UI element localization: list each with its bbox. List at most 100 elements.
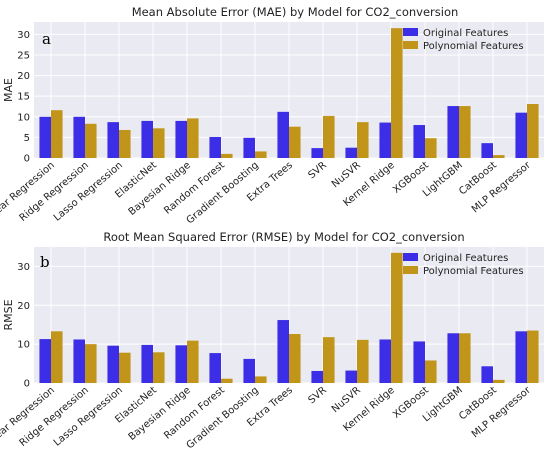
rmse-bar-polynomial (459, 333, 471, 383)
rmse-bar-polynomial (153, 352, 165, 383)
mae-bar-polynomial (51, 110, 63, 158)
rmse-bar-polynomial (187, 340, 199, 383)
rmse-y-axis-label: RMSE (2, 299, 15, 330)
mae-x-tick-label: MLP Regressor (470, 159, 534, 215)
mae-legend-swatch (403, 41, 418, 49)
mae-bar-original (209, 136, 221, 158)
mae-chart-title: Mean Absolute Error (MAE) by Model for C… (132, 5, 459, 19)
rmse-legend-label: Polynomial Features (423, 266, 524, 277)
rmse-legend-label: Original Features (423, 253, 508, 264)
mae-y-tick-label: 30 (17, 30, 30, 41)
mae-y-tick-label: 15 (17, 92, 30, 103)
mae-bar-original (39, 116, 51, 158)
rmse-bar-original (73, 339, 85, 383)
rmse-bar-original (243, 358, 255, 383)
rmse-x-tick-label: MLP Regressor (470, 384, 534, 440)
mae-y-axis-label: MAE (2, 78, 15, 102)
rmse-legend-swatch (403, 253, 418, 261)
rmse-bar-polynomial (425, 360, 437, 383)
rmse-bar-polynomial (527, 330, 539, 383)
mae-y-tick-label: 25 (17, 50, 30, 61)
rmse-bar-original (413, 341, 425, 383)
rmse-chart-title: Root Mean Squared Error (RMSE) by Model … (103, 230, 464, 244)
rmse-bar-polynomial (221, 378, 233, 383)
mae-bar-polynomial (153, 128, 165, 158)
rmse-bars (39, 252, 539, 383)
mae-bar-polynomial (323, 115, 335, 158)
mae-bar-original (175, 120, 187, 158)
mae-legend-swatch (403, 28, 418, 36)
rmse-chart: Root Mean Squared Error (RMSE) by Model … (0, 230, 544, 451)
rmse-bar-original (39, 339, 51, 383)
mae-y-tick-label: 5 (24, 133, 30, 144)
rmse-bar-polynomial (255, 376, 267, 383)
mae-bar-original (311, 148, 323, 158)
rmse-y-tick-label: 10 (17, 340, 30, 351)
rmse-bar-polynomial (51, 331, 63, 383)
rmse-bar-original (447, 333, 459, 383)
rmse-bar-polynomial (119, 352, 131, 383)
mae-y-tick-label: 20 (17, 71, 30, 82)
mae-x-tick-label: SVR (306, 160, 329, 181)
mae-panel-label: a (42, 30, 51, 48)
mae-bar-original (413, 125, 425, 158)
mae-bar-original (107, 122, 119, 158)
rmse-x-tick-label: Random Forest (162, 385, 227, 442)
rmse-bar-original (277, 320, 289, 383)
rmse-y-ticks: 0 10 20 30 (17, 262, 30, 390)
mae-bar-original (379, 122, 391, 158)
mae-bar-original (141, 120, 153, 158)
mae-bar-polynomial (187, 118, 199, 158)
rmse-bar-original (515, 331, 527, 383)
mae-legend-label: Original Features (423, 28, 508, 39)
rmse-bar-original (379, 339, 391, 383)
rmse-bar-polynomial (85, 344, 97, 383)
mae-bars (39, 28, 539, 158)
rmse-x-tick-label: Bayesian Ridge (127, 385, 193, 443)
mae-bar-polynomial (527, 104, 539, 158)
mae-bar-original (243, 137, 255, 158)
rmse-legend-swatch (403, 266, 418, 274)
mae-bar-polynomial (221, 153, 233, 158)
rmse-bar-polynomial (391, 252, 403, 383)
rmse-bar-original (311, 370, 323, 383)
rmse-bar-original (107, 345, 119, 383)
mae-bar-polynomial (459, 106, 471, 158)
rmse-bar-original (345, 370, 357, 383)
mae-y-ticks: 0 5 10 15 20 25 30 (17, 30, 30, 165)
mae-bar-original (447, 106, 459, 158)
rmse-x-tick-label: SVR (306, 385, 329, 406)
rmse-bar-polynomial (323, 337, 335, 383)
mae-x-tick-label: Bayesian Ridge (127, 160, 193, 218)
rmse-panel-label: b (40, 253, 50, 271)
rmse-y-tick-label: 30 (17, 262, 30, 273)
mae-y-tick-label: 10 (17, 112, 30, 123)
mae-bar-polynomial (119, 129, 131, 158)
mae-bar-original (481, 143, 493, 158)
mae-bar-polynomial (357, 122, 369, 158)
rmse-bar-original (175, 345, 187, 383)
rmse-legend: Original Features Polynomial Features (403, 253, 524, 277)
mae-bar-original (345, 147, 357, 158)
mae-bar-polynomial (255, 151, 267, 158)
rmse-bar-original (481, 366, 493, 383)
rmse-y-tick-label: 0 (24, 379, 30, 390)
rmse-y-tick-label: 20 (17, 301, 30, 312)
rmse-bar-polynomial (289, 334, 301, 383)
mae-bar-polynomial (391, 28, 403, 158)
mae-bar-original (515, 112, 527, 158)
mae-y-tick-label: 0 (24, 154, 30, 165)
mae-bar-polynomial (425, 138, 437, 158)
rmse-bar-original (141, 344, 153, 383)
mae-legend: Original Features Polynomial Features (403, 28, 524, 52)
mae-chart: Mean Absolute Error (MAE) by Model for C… (0, 5, 544, 226)
rmse-bar-polynomial (357, 339, 369, 383)
mae-bar-original (73, 116, 85, 158)
mae-bar-polynomial (289, 126, 301, 158)
mae-x-tick-label: Random Forest (162, 160, 227, 217)
mae-legend-label: Polynomial Features (423, 41, 524, 52)
rmse-bar-polynomial (493, 379, 505, 383)
mae-bar-original (277, 111, 289, 158)
